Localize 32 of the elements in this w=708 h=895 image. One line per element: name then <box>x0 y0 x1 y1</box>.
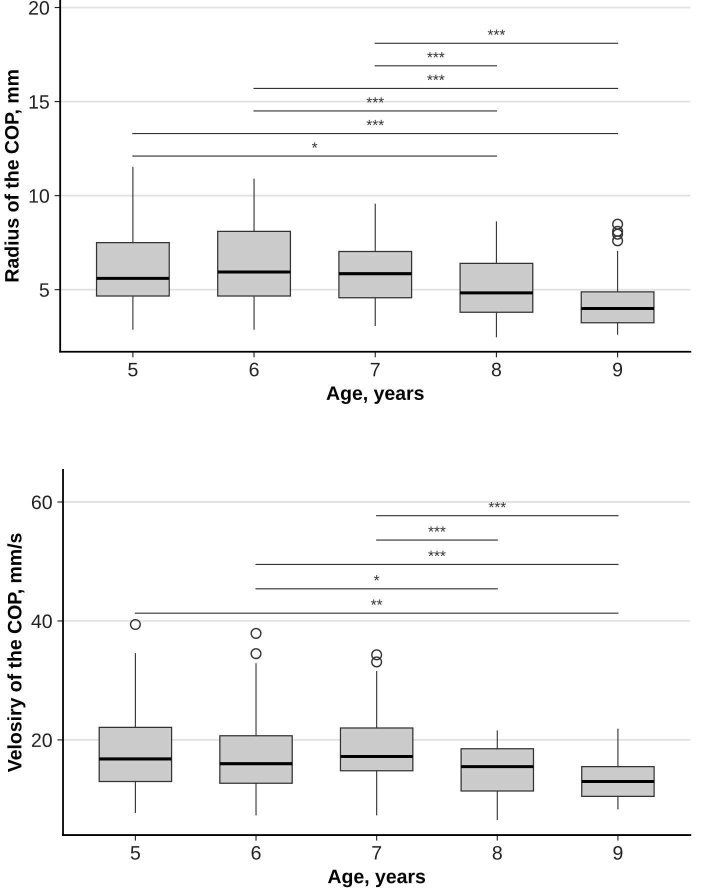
y-axis-title: Velosiry of the COP, mm/s <box>7 533 26 772</box>
x-tick-label: 9 <box>613 362 622 376</box>
annotation: *** <box>488 502 506 508</box>
x-tick-label: 7 <box>370 362 380 376</box>
y-axis-title: Radius of the COP, mm <box>4 70 22 282</box>
annotation: *** <box>427 52 445 58</box>
annotation: *** <box>366 97 384 103</box>
x-tick-label: 6 <box>252 846 261 860</box>
annotation: * <box>374 575 380 581</box>
annotation: ** <box>370 600 382 605</box>
x-axis-title: Age, years <box>328 870 426 888</box>
x-tick-label: 8 <box>492 362 501 376</box>
x-tick-label: 7 <box>372 846 382 860</box>
annotation: *** <box>427 74 445 80</box>
annotation: *** <box>366 120 384 126</box>
y-tick-label: 20 <box>29 0 50 15</box>
annotation: *** <box>428 550 446 556</box>
annotation: * <box>312 142 318 148</box>
y-tick-label: 40 <box>31 614 52 628</box>
annotation: *** <box>428 526 446 532</box>
y-tick-label: 5 <box>40 283 49 297</box>
y-tick-label: 20 <box>32 733 52 748</box>
y-tick-label: 10 <box>30 189 50 203</box>
x-tick-label: 5 <box>130 846 140 860</box>
x-tick-label: 8 <box>492 846 502 860</box>
y-tick-label: 15 <box>30 95 49 109</box>
x-tick-label: 5 <box>128 362 138 376</box>
x-tick-label: 6 <box>250 362 259 376</box>
annotation: *** <box>488 30 506 35</box>
x-axis-title: Age, years <box>326 386 424 404</box>
x-tick-label: 9 <box>613 846 622 860</box>
y-tick-label: 60 <box>32 495 52 510</box>
